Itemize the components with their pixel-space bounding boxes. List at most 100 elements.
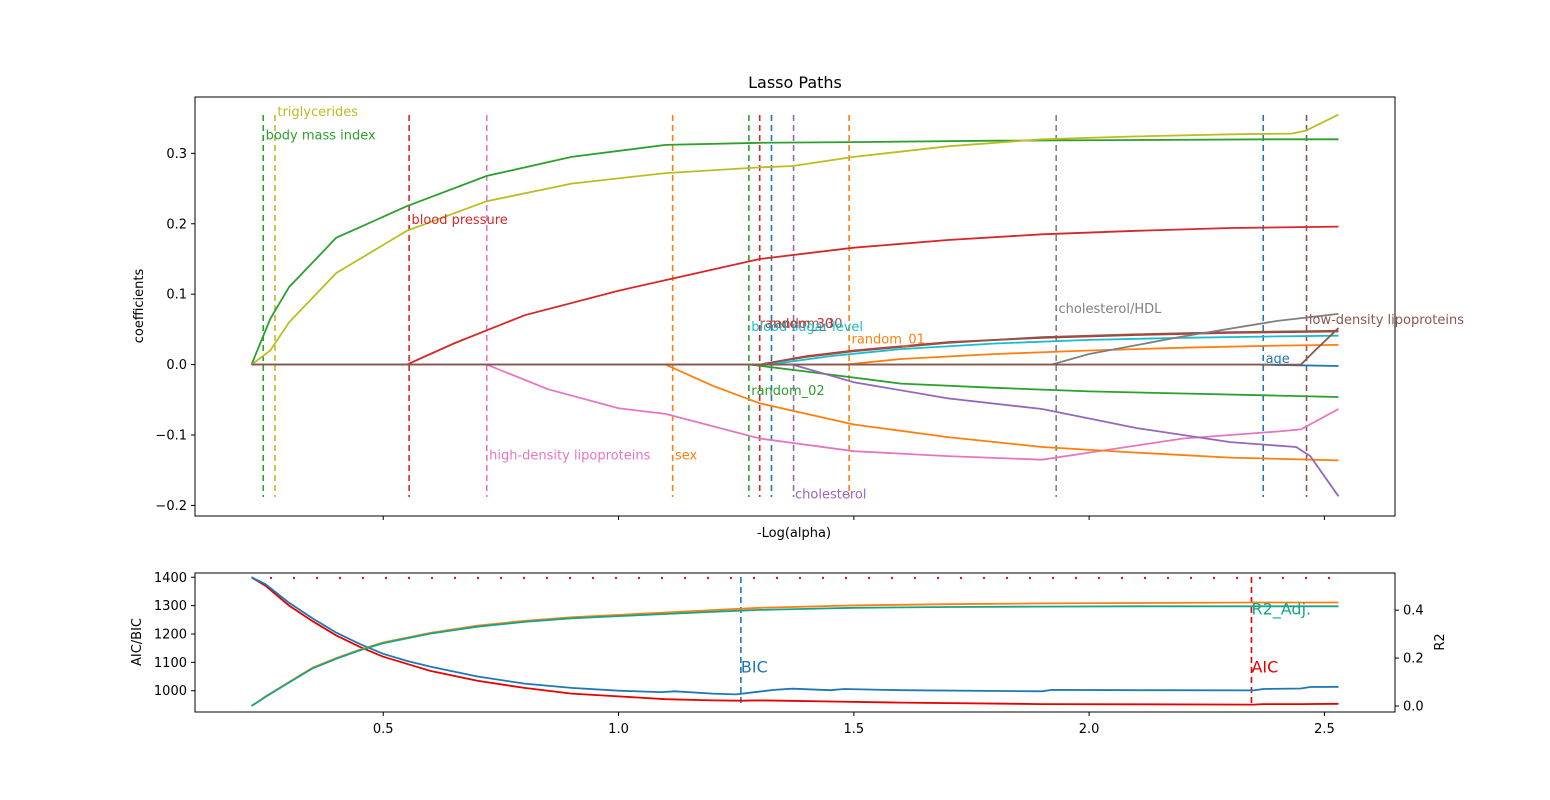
- reference-dot: [568, 576, 572, 580]
- vertical-markers: [262, 115, 1308, 497]
- reference-dot: [407, 576, 411, 580]
- x-tick-label: 0.5: [373, 722, 394, 737]
- reference-dot: [1074, 576, 1078, 580]
- criterion-curve: [251, 576, 1339, 706]
- reference-dot: [1235, 576, 1239, 580]
- left-y-axis-label: AIC/BIC: [130, 618, 145, 666]
- reference-dot: [1120, 576, 1124, 580]
- reference-dot: [476, 576, 480, 580]
- reference-dot: [1212, 576, 1216, 580]
- reference-dot: [315, 576, 319, 580]
- reference-dot: [1097, 576, 1101, 580]
- reference-dot: [798, 576, 802, 580]
- x-tick-label: 1.5: [843, 722, 864, 737]
- path-label: random_30: [769, 317, 842, 332]
- path-label: blood pressure: [411, 213, 507, 228]
- reference-dot: [867, 576, 871, 580]
- x-tick-label: 2.0: [1079, 722, 1100, 737]
- criterion-label: BIC: [741, 658, 768, 677]
- path-label: sex: [675, 449, 698, 464]
- reference-dot: [499, 576, 503, 580]
- reference-dot: [683, 576, 687, 580]
- reference-dot: [522, 576, 526, 580]
- axes: 1000 1100 1200 1300 1400 0.0 0.2 0.4 0.5 1.0 1.5 2.…: [154, 571, 1424, 737]
- x-tick-label: 1.0: [608, 722, 629, 737]
- reference-dot: [1143, 576, 1147, 580]
- y-tick-label: −0.2: [155, 499, 187, 514]
- reference-dot: [660, 576, 664, 580]
- reference-dot: [729, 576, 733, 580]
- reference-dot: [1028, 576, 1032, 580]
- path-label: age: [1266, 352, 1290, 367]
- criterion-curves: [250, 576, 1339, 707]
- criterion-labels: BIC AIC R2_Adj.: [741, 599, 1311, 676]
- reference-dot: [890, 576, 894, 580]
- reference-dot: [1281, 576, 1285, 580]
- y-tick-label: 0.0: [166, 358, 187, 373]
- information-criteria-panel: AIC/BIC R2 BIC AIC R2_Adj. 1000 1100 1200 130…: [130, 571, 1448, 737]
- left-y-tick-label: 1100: [154, 656, 187, 671]
- reference-dot: [614, 576, 618, 580]
- series-line: [251, 363, 1340, 497]
- path-label: triglycerides: [277, 105, 358, 120]
- reference-dot: [913, 576, 917, 580]
- path-label: random_30: [760, 317, 833, 332]
- plot-frame: [194, 572, 1396, 713]
- path-label: low-density lipoproteins: [1309, 313, 1464, 328]
- criterion-curve: [251, 605, 1339, 707]
- chart-title: Lasso Paths: [748, 73, 842, 92]
- criterion-label: AIC: [1251, 658, 1278, 677]
- path-label: random_01: [851, 332, 924, 347]
- y-tick-label: −0.1: [155, 429, 187, 444]
- axes: −0.2 −0.1 0.0 0.1 0.2 0.3: [155, 96, 1396, 520]
- y-tick-label: 0.3: [166, 147, 187, 162]
- reference-dot: [1051, 576, 1055, 580]
- series-line: [251, 344, 1339, 366]
- series-line: [251, 363, 1339, 461]
- path-label: blood sugar level: [751, 320, 863, 335]
- reference-dot: [1166, 576, 1170, 580]
- path-label: random_02: [751, 384, 824, 399]
- reference-dot: [384, 576, 388, 580]
- series-line: [251, 334, 1339, 366]
- reference-dot: [545, 576, 549, 580]
- right-y-tick-label: 0.4: [1403, 604, 1424, 619]
- x-axis-label: -Log(alpha): [757, 526, 831, 541]
- criterion-markers: [740, 577, 1253, 706]
- reference-dots: [269, 576, 1331, 580]
- reference-dot: [1304, 576, 1308, 580]
- path-labels: triglycerides body mass index blood pressu…: [266, 105, 1465, 502]
- criterion-label: R2_Adj.: [1251, 599, 1311, 619]
- path-label: body mass index: [266, 128, 376, 143]
- series-line: [251, 327, 1340, 366]
- reference-dot: [1189, 576, 1193, 580]
- reference-dot: [706, 576, 710, 580]
- reference-dot: [752, 576, 756, 580]
- series-line: [251, 363, 1339, 398]
- plot-frame: [194, 96, 1396, 517]
- reference-dot: [959, 576, 963, 580]
- left-y-tick-label: 1400: [154, 571, 187, 586]
- coefficient-paths: [250, 113, 1340, 497]
- reference-dot: [821, 576, 825, 580]
- reference-dot: [292, 576, 296, 580]
- reference-dot: [1005, 576, 1009, 580]
- reference-dot: [844, 576, 848, 580]
- reference-dot: [361, 576, 365, 580]
- reference-dot: [637, 576, 641, 580]
- reference-dot: [936, 576, 940, 580]
- path-label: cholesterol: [795, 487, 866, 502]
- right-y-axis-label: R2: [1433, 633, 1448, 650]
- reference-dot: [1327, 576, 1331, 580]
- path-label: cholesterol/HDL: [1059, 302, 1163, 317]
- right-y-tick-label: 0.2: [1403, 652, 1424, 667]
- x-tick-label: 2.5: [1314, 722, 1335, 737]
- y-tick-label: 0.1: [166, 288, 187, 303]
- path-label: high-density lipoproteins: [489, 449, 650, 464]
- y-tick-label: 0.2: [166, 217, 187, 232]
- reference-dot: [591, 576, 595, 580]
- series-line: [250, 138, 1339, 365]
- reference-dot: [338, 576, 342, 580]
- lasso-paths-panel: Lasso Paths coefficients -Log(alpha) tri…: [132, 73, 1464, 541]
